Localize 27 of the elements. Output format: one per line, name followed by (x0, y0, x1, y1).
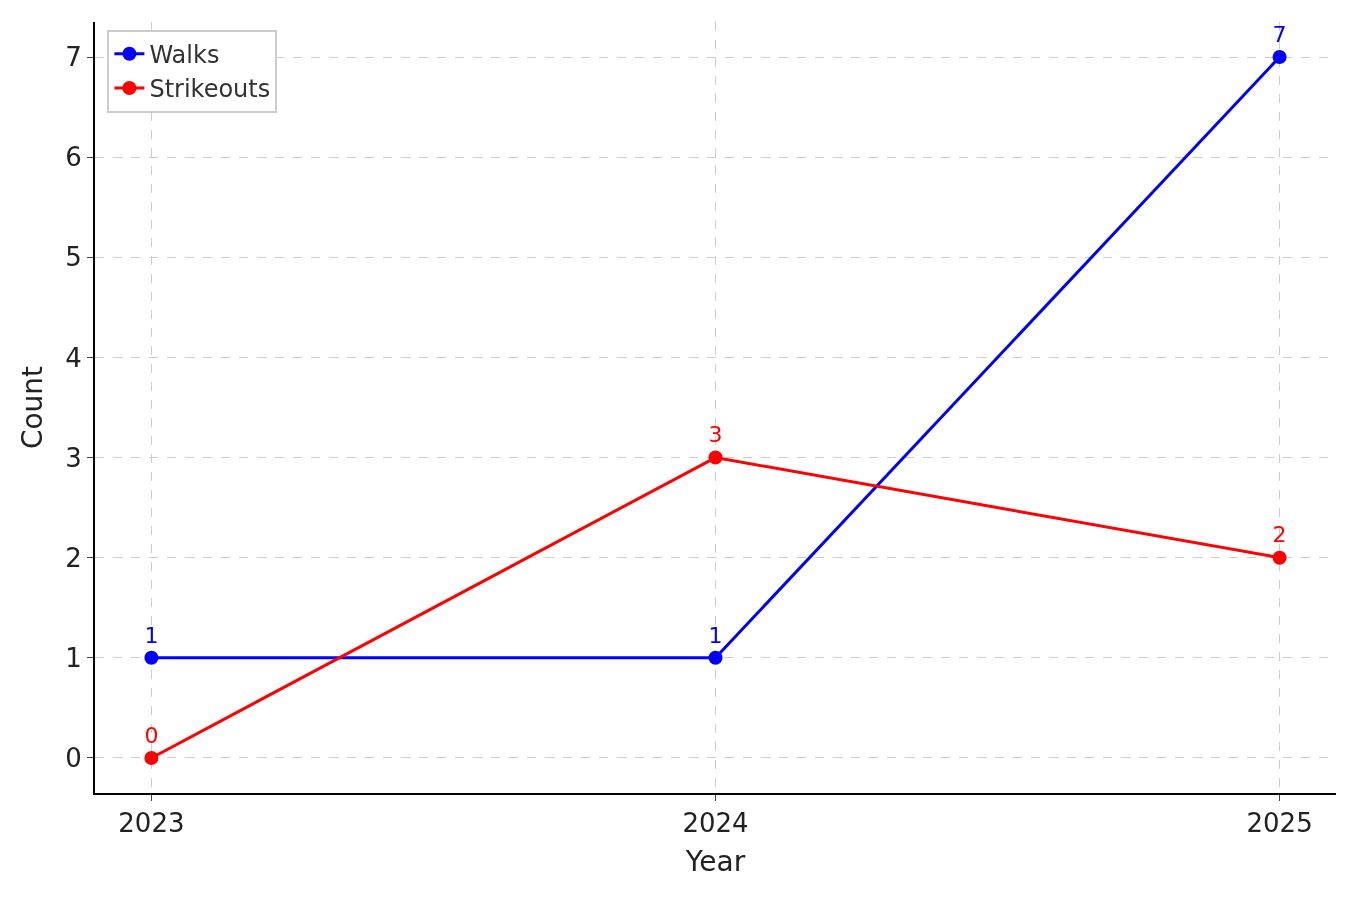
data-label: 7 (1272, 21, 1287, 47)
y-tick-label: 4 (65, 342, 82, 373)
y-tick-label: 1 (65, 642, 82, 673)
point (1272, 50, 1287, 65)
y-tick-label: 7 (65, 42, 82, 73)
y-tick-label: 6 (65, 142, 82, 173)
data-label: 3 (708, 422, 723, 448)
x-axis-title: Year (684, 844, 746, 878)
data-label: 1 (708, 622, 723, 648)
data-label: 2 (1272, 522, 1287, 548)
x-tick-label: 2024 (682, 808, 749, 839)
data-label: 0 (144, 722, 159, 748)
x-tick-label: 2025 (1246, 808, 1313, 839)
point (144, 650, 159, 665)
point (708, 650, 723, 665)
y-tick-label: 0 (65, 743, 82, 774)
y-axis-title: Count (16, 365, 50, 450)
legend-label: Strikeouts (149, 75, 271, 104)
point (708, 450, 723, 465)
x-tick-label: 2023 (118, 808, 185, 839)
point (144, 750, 159, 765)
point (1272, 550, 1287, 565)
y-tick-label: 5 (65, 242, 82, 273)
y-tick-label: 2 (65, 542, 82, 573)
y-tick-label: 3 (65, 442, 82, 473)
legend-label: Walks (149, 41, 220, 70)
data-label: 1 (144, 622, 159, 648)
